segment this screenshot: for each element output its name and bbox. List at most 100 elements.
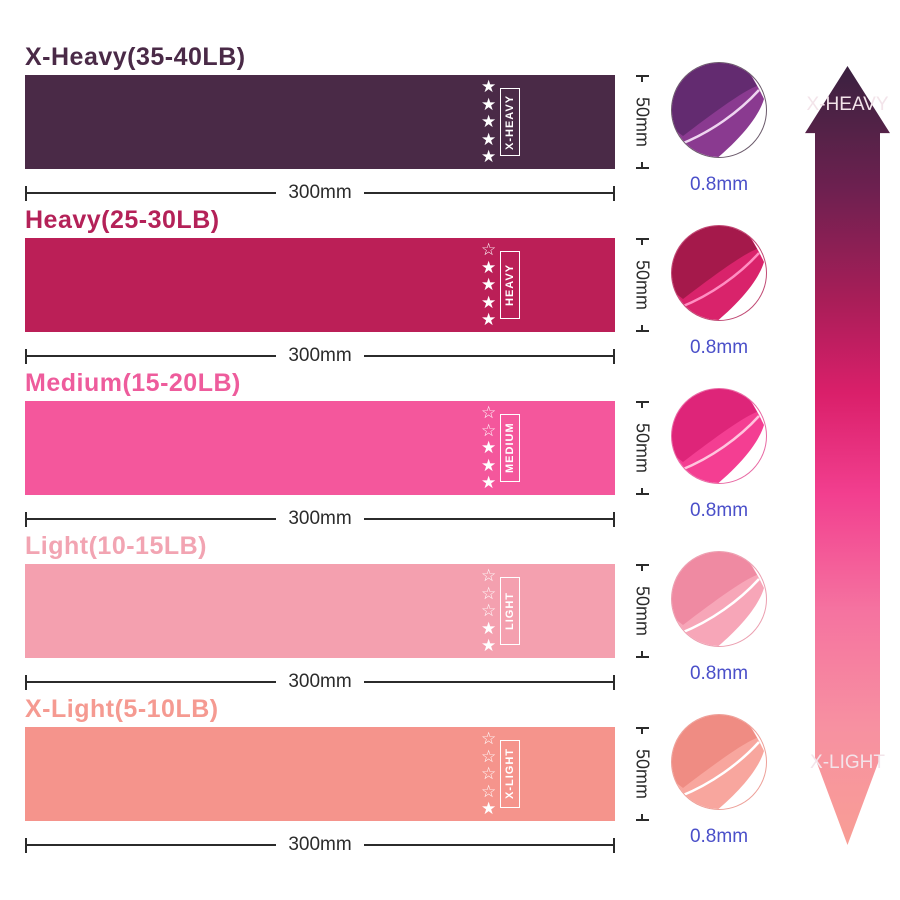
tick-icon <box>635 324 649 332</box>
star-icon: ☆ <box>481 601 497 621</box>
width-measure: 300mm <box>25 671 616 692</box>
measure-line <box>363 355 614 357</box>
star-icon: ★ <box>481 618 497 638</box>
tick-icon <box>635 238 649 246</box>
thickness-label: 0.8mm <box>689 337 749 358</box>
star-icon: ★ <box>481 94 497 114</box>
arrow-top-label: X-HEAVY <box>806 94 889 115</box>
band-section-light: Light(10-15LB) ☆ ☆ ☆ ★ ★ LIGHT 50mm <box>25 531 800 694</box>
material-closeup: 0.8mm <box>663 386 775 522</box>
width-measure-label: 300mm <box>288 834 352 855</box>
star-icon: ★ <box>481 257 497 277</box>
band-rect: ☆ ☆ ☆ ★ ★ LIGHT <box>25 564 615 658</box>
measure-line <box>27 192 277 194</box>
tick-icon <box>635 75 649 83</box>
band-title: Medium(15-20LB) <box>25 369 241 397</box>
band-section-medium: Medium(15-20LB) ☆ ☆ ★ ★ ★ MEDIUM 50mm <box>25 368 800 531</box>
star-icon: ☆ <box>481 240 497 260</box>
tick-icon <box>613 837 616 853</box>
band-rows: X-Heavy(35-40LB) ★ ★ ★ ★ ★ X-HEAVY 50mm <box>25 42 800 857</box>
measure-line <box>363 518 614 520</box>
height-measure-label: 50mm <box>632 585 653 636</box>
tick-icon <box>635 487 649 495</box>
band-rect: ☆ ☆ ★ ★ ★ MEDIUM <box>25 401 615 495</box>
tick-icon <box>25 674 27 690</box>
star-icon: ☆ <box>481 764 497 784</box>
material-closeup-photo <box>671 551 767 647</box>
star-icon: ☆ <box>481 403 497 423</box>
tick-icon <box>25 511 27 527</box>
band-label: MEDIUM <box>500 414 521 482</box>
thickness-label: 0.8mm <box>689 174 749 195</box>
band-badge: ☆ ★ ★ ★ ★ HEAVY <box>481 241 521 329</box>
star-icon: ☆ <box>481 781 497 801</box>
star-icon: ★ <box>481 455 497 475</box>
tick-icon <box>613 674 616 690</box>
measure-line <box>27 844 277 846</box>
width-measure: 300mm <box>25 182 616 203</box>
height-measure-label: 50mm <box>632 259 653 310</box>
star-rating: ☆ ☆ ★ ★ ★ <box>481 404 496 492</box>
band-badge: ★ ★ ★ ★ ★ X-HEAVY <box>481 78 521 166</box>
tick-icon <box>635 813 649 821</box>
star-icon: ★ <box>481 310 497 330</box>
star-icon: ★ <box>481 473 497 493</box>
band-badge: ☆ ☆ ★ ★ ★ MEDIUM <box>481 404 521 492</box>
gradient-arrow-shape <box>805 66 890 845</box>
band-title: X-Heavy(35-40LB) <box>25 43 246 71</box>
star-rating: ★ ★ ★ ★ ★ <box>481 78 496 166</box>
tick-icon <box>635 650 649 658</box>
star-icon: ☆ <box>481 420 497 440</box>
tick-icon <box>635 401 649 409</box>
band-label: X-LIGHT <box>500 740 521 808</box>
band-badge: ☆ ☆ ☆ ☆ ★ X-LIGHT <box>481 729 521 818</box>
resistance-gradient-arrow: X-HEAVY X-LIGHT <box>805 66 890 845</box>
band-section-x-light: X-Light(5-10LB) ☆ ☆ ☆ ☆ ★ X-LIGHT 50mm <box>25 694 800 857</box>
star-icon: ★ <box>481 636 497 656</box>
band-rect: ★ ★ ★ ★ ★ X-HEAVY <box>25 75 615 169</box>
height-measure: 50mm <box>627 238 657 332</box>
star-rating: ☆ ☆ ☆ ★ ★ <box>481 567 496 655</box>
height-measure: 50mm <box>627 564 657 658</box>
star-icon: ★ <box>481 292 497 312</box>
material-closeup: 0.8mm <box>663 223 775 359</box>
tick-icon <box>635 564 649 572</box>
width-measure-label: 300mm <box>288 508 352 529</box>
band-rect: ☆ ☆ ☆ ☆ ★ X-LIGHT <box>25 727 615 821</box>
material-closeup-photo <box>671 62 767 158</box>
star-rating: ☆ ★ ★ ★ ★ <box>481 241 496 329</box>
star-icon: ★ <box>481 129 497 149</box>
band-label: LIGHT <box>500 577 521 645</box>
measure-line <box>27 681 277 683</box>
material-closeup-photo <box>671 225 767 321</box>
star-icon: ★ <box>481 77 497 97</box>
tick-icon <box>25 348 27 364</box>
width-measure-label: 300mm <box>288 671 352 692</box>
tick-icon <box>635 727 649 735</box>
material-closeup: 0.8mm <box>663 712 775 848</box>
star-icon: ★ <box>481 112 497 132</box>
material-closeup-photo <box>671 388 767 484</box>
star-icon: ☆ <box>481 729 497 749</box>
star-icon: ☆ <box>481 583 497 603</box>
star-icon: ★ <box>481 147 497 167</box>
height-measure: 50mm <box>627 401 657 495</box>
tick-icon <box>25 185 27 201</box>
band-section-x-heavy: X-Heavy(35-40LB) ★ ★ ★ ★ ★ X-HEAVY 50mm <box>25 42 800 205</box>
material-closeup-photo <box>671 714 767 810</box>
measure-line <box>27 518 277 520</box>
band-label: X-HEAVY <box>500 88 521 156</box>
height-measure: 50mm <box>627 75 657 169</box>
height-measure-label: 50mm <box>632 96 653 147</box>
width-measure: 300mm <box>25 508 616 529</box>
width-measure-label: 300mm <box>288 182 352 203</box>
tick-icon <box>635 161 649 169</box>
star-icon: ★ <box>481 438 497 458</box>
band-label: HEAVY <box>500 251 521 319</box>
band-title: Light(10-15LB) <box>25 532 207 560</box>
star-icon: ☆ <box>481 746 497 766</box>
thickness-label: 0.8mm <box>689 663 749 684</box>
tick-icon <box>613 348 616 364</box>
measure-line <box>363 192 614 194</box>
band-title: Heavy(25-30LB) <box>25 206 220 234</box>
